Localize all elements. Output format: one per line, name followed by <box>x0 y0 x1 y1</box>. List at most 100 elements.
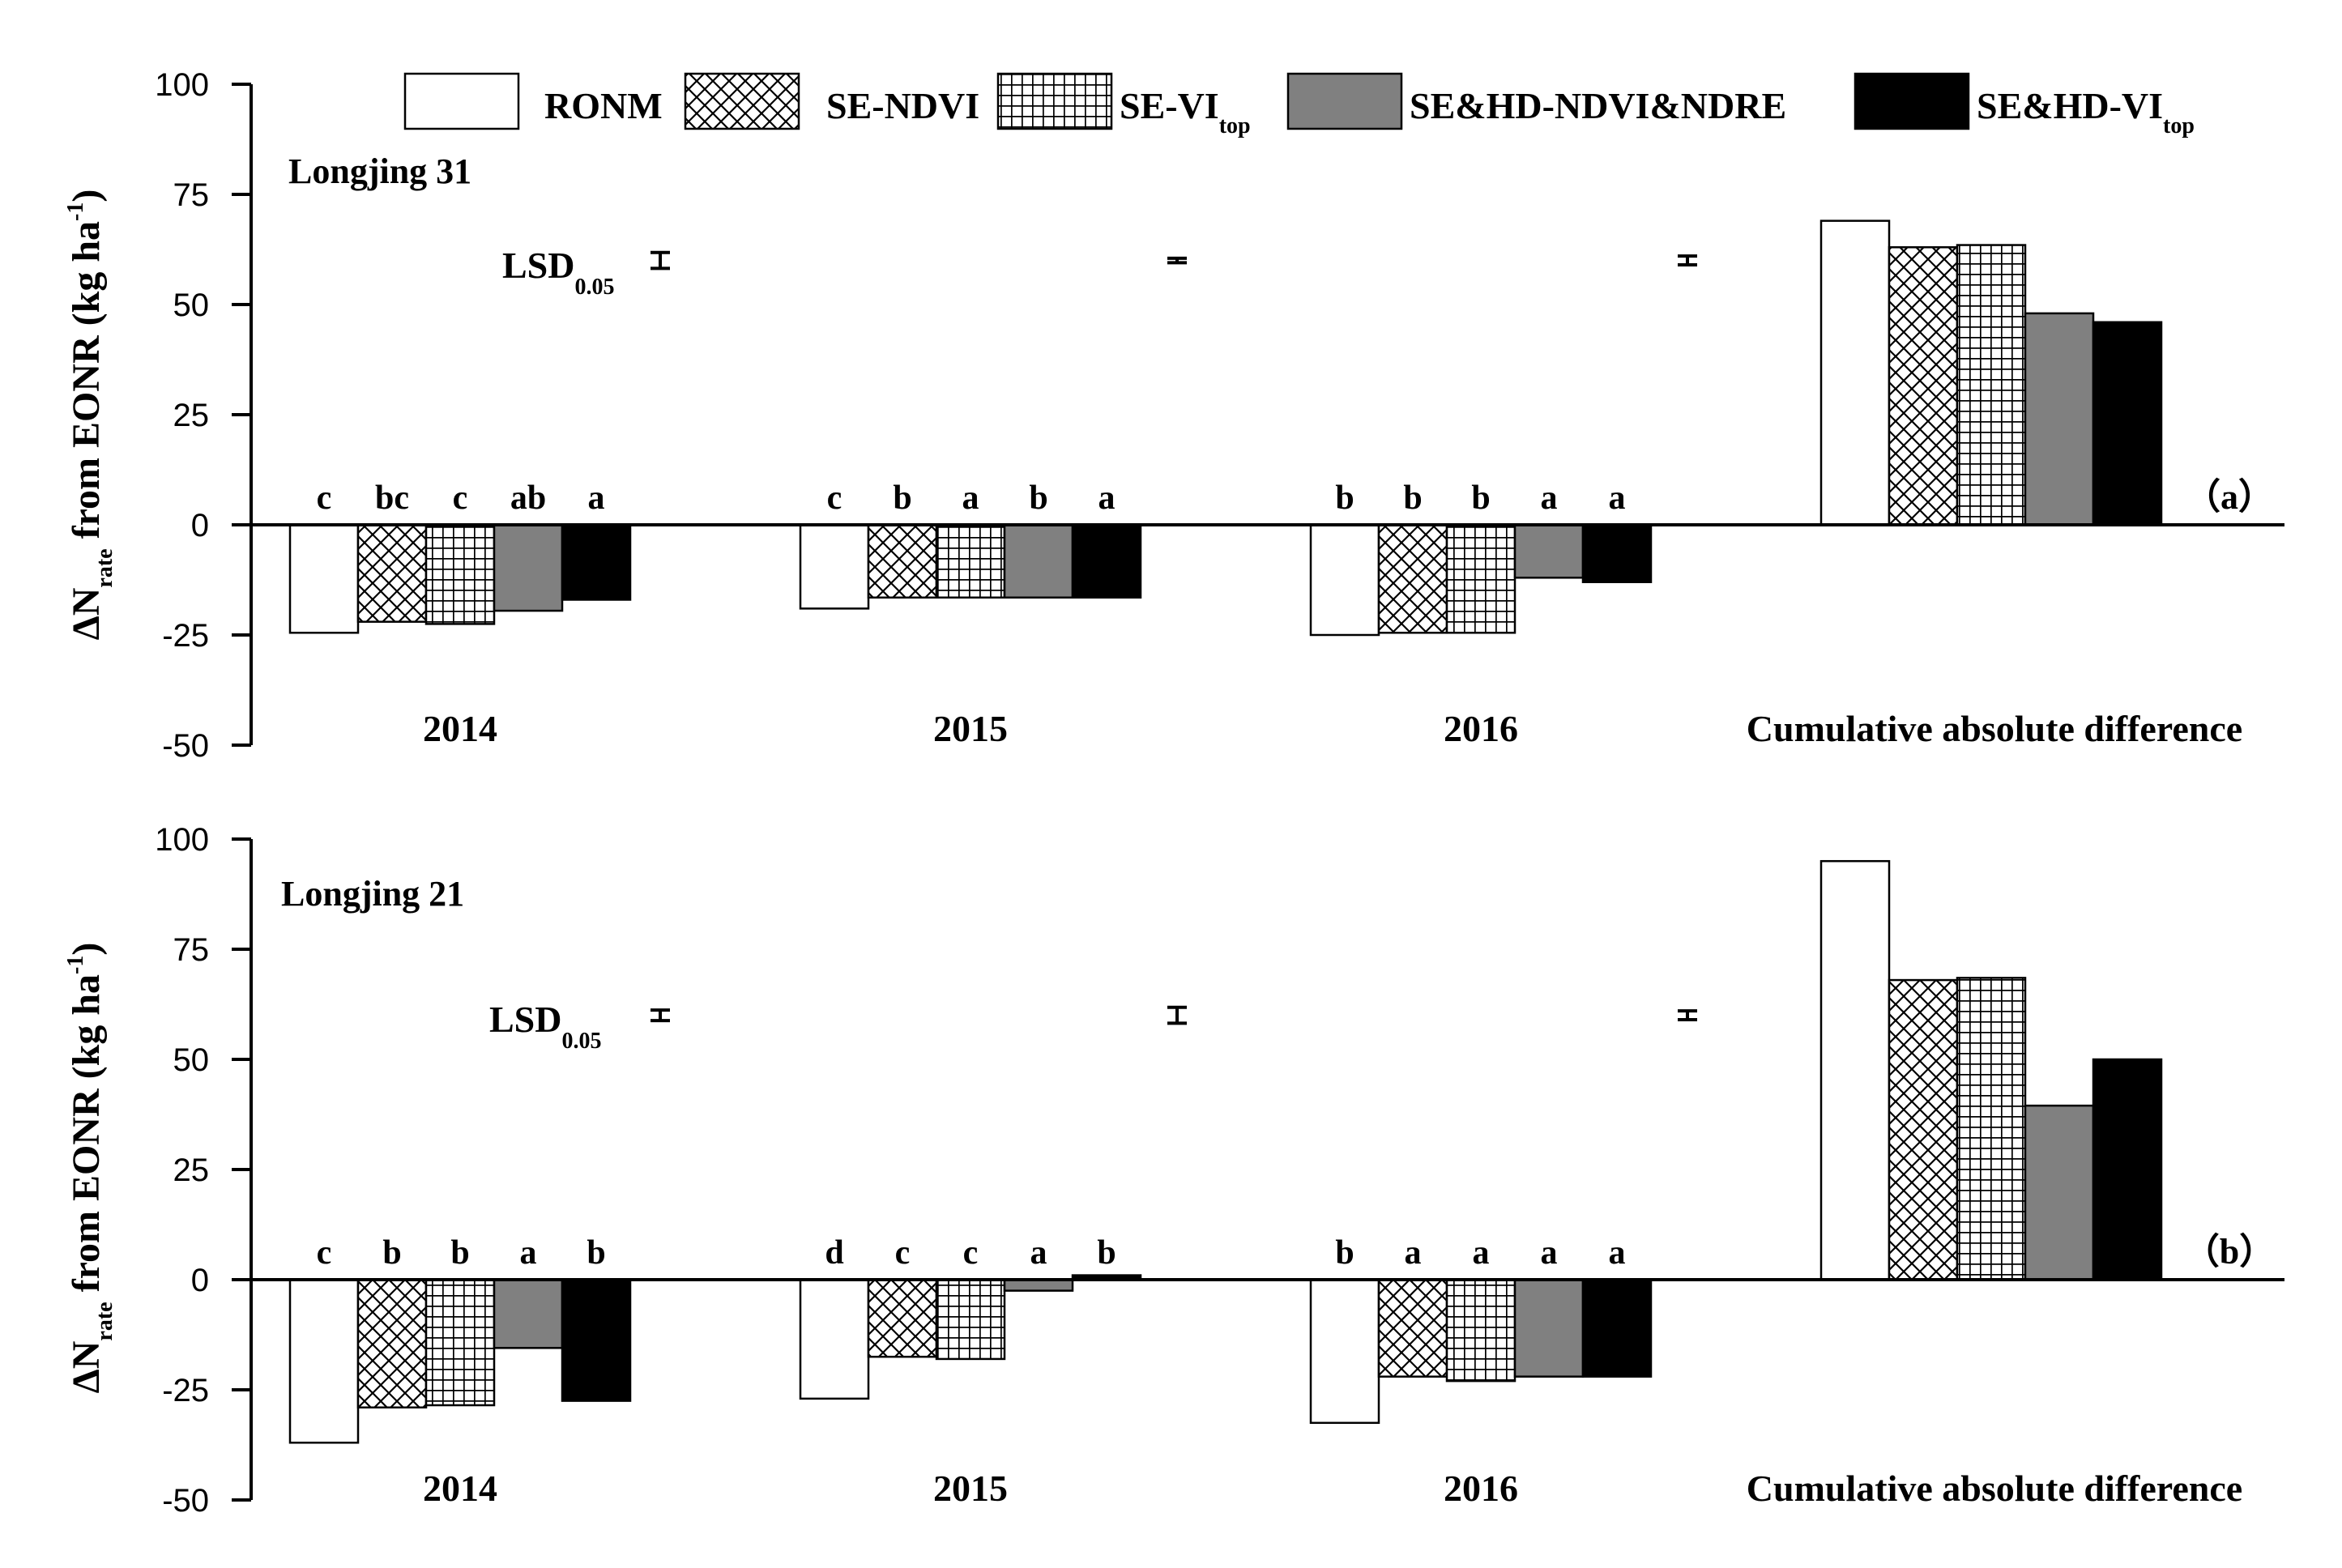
bar <box>867 523 938 599</box>
lsd-label-subscript: 0.05 <box>574 275 614 300</box>
significance-letter: a <box>1030 1234 1047 1272</box>
bar <box>493 523 564 612</box>
significance-letter: b <box>1335 479 1354 517</box>
significance-letter: a <box>1405 1234 1422 1272</box>
bar <box>1071 523 1142 599</box>
bar <box>1956 244 2027 526</box>
bar <box>1445 1278 1517 1383</box>
significance-letter: b <box>1097 1234 1116 1272</box>
legend-swatch <box>996 72 1113 130</box>
significance-letter: c <box>453 479 468 517</box>
y-tick-label: 50 <box>173 288 210 323</box>
y-axis-label-close: ) <box>65 943 108 956</box>
panel-tag: （b） <box>2184 1232 2275 1272</box>
legend-label-text: SE-NDVI <box>826 85 979 126</box>
bar <box>1819 219 1891 526</box>
legend-label: RONM <box>544 85 663 126</box>
significance-letter: d <box>825 1234 843 1272</box>
y-tick-label: 75 <box>173 932 210 968</box>
bar <box>1956 977 2027 1281</box>
legend-label-text: SE-VI <box>1120 85 1219 126</box>
significance-letter: c <box>317 479 332 517</box>
significance-letter: c <box>963 1234 979 1272</box>
y-tick-label: -25 <box>162 618 209 654</box>
bar <box>1003 523 1074 599</box>
legend-swatch <box>1286 72 1403 130</box>
y-tick-label: 25 <box>173 1153 210 1188</box>
y-tick-label: 0 <box>191 1263 209 1298</box>
significance-letter: a <box>588 479 605 517</box>
y-tick-label: -25 <box>162 1373 209 1408</box>
y-tick-label: 75 <box>173 177 210 213</box>
bar <box>1377 523 1448 634</box>
bar <box>2024 1104 2095 1281</box>
x-category-label: 2016 <box>1444 1468 1518 1509</box>
legend-label-text: SE&HD-VI <box>1977 85 2163 126</box>
bar <box>356 523 428 623</box>
panel-b: 100 75 50 25 0 -25 -50 c b b a b d c c a b b a a a a （b） Longji… <box>63 822 2284 1519</box>
significance-letter: a <box>962 479 979 517</box>
y-axis-label: ΔNrate from EONR (kg ha-1) <box>63 943 117 1394</box>
x-category-label: 2014 <box>423 708 497 749</box>
legend: RONM SE-NDVI SE-VItop SE&HD-NDVI&NDRE SE&HD-… <box>403 72 2195 138</box>
y-tick-label: -50 <box>162 1483 209 1519</box>
bar <box>288 1278 360 1444</box>
bar <box>288 523 360 634</box>
bar <box>799 523 870 610</box>
significance-letter: b <box>1029 479 1047 517</box>
y-tick-label: 100 <box>155 67 209 103</box>
y-axis-label-superscript: -1 <box>63 956 88 974</box>
significance-letter: b <box>587 1234 605 1272</box>
y-tick-label: -50 <box>162 728 209 764</box>
legend-label: SE-NDVI <box>826 85 979 126</box>
significance-letter: a <box>1473 1234 1490 1272</box>
bar <box>1309 1278 1380 1425</box>
y-axis-label-superscript: -1 <box>63 202 88 221</box>
panel-tag: （a） <box>2185 477 2274 517</box>
legend-label-text: RONM <box>544 85 663 126</box>
significance-letter: b <box>1471 479 1490 517</box>
significance-letter: a <box>520 1234 537 1272</box>
bar <box>1309 523 1380 637</box>
y-axis-label-main: from EONR (kg ha <box>65 221 108 548</box>
legend-swatch <box>1854 72 1970 130</box>
y-tick-label: 25 <box>173 398 210 433</box>
bar <box>1003 1278 1074 1292</box>
bar <box>424 1278 496 1407</box>
y-tick-label: 0 <box>191 508 209 543</box>
y-axis-label: ΔNrate from EONR (kg ha-1) <box>63 190 117 641</box>
bar <box>2024 312 2095 526</box>
bar <box>1819 859 1891 1281</box>
lsd-label-subscript: 0.05 <box>561 1029 601 1054</box>
legend-label-subscript: top <box>2163 113 2195 138</box>
bar <box>1445 523 1517 634</box>
significance-letter: b <box>893 479 911 517</box>
significance-letter: c <box>895 1234 911 1272</box>
bar <box>424 523 496 625</box>
legend-label-subscript: top <box>1219 113 1251 138</box>
significance-letter: b <box>1335 1234 1354 1272</box>
y-tick-label: 100 <box>155 822 209 858</box>
bar <box>867 1278 938 1358</box>
bar <box>1513 523 1585 579</box>
x-category-label: 2015 <box>933 1468 1008 1509</box>
y-tick-label: 50 <box>173 1042 210 1078</box>
significance-letter: bc <box>375 479 409 517</box>
bar <box>356 1278 428 1409</box>
significance-letter: b <box>450 1234 469 1272</box>
bar <box>493 1278 564 1349</box>
x-category-label: Cumulative absolute difference <box>1747 1468 2242 1509</box>
cultivar-label: Longjing 21 <box>281 874 464 914</box>
bar <box>1513 1278 1585 1378</box>
lsd-label: LSD0.05 <box>502 245 614 300</box>
significance-letter: ab <box>510 479 546 517</box>
legend-swatch <box>403 72 520 130</box>
significance-letter: c <box>317 1234 332 1272</box>
bar <box>935 523 1006 599</box>
y-axis-label-delta: ΔN <box>65 1340 108 1393</box>
x-category-label: Cumulative absolute difference <box>1747 708 2242 749</box>
